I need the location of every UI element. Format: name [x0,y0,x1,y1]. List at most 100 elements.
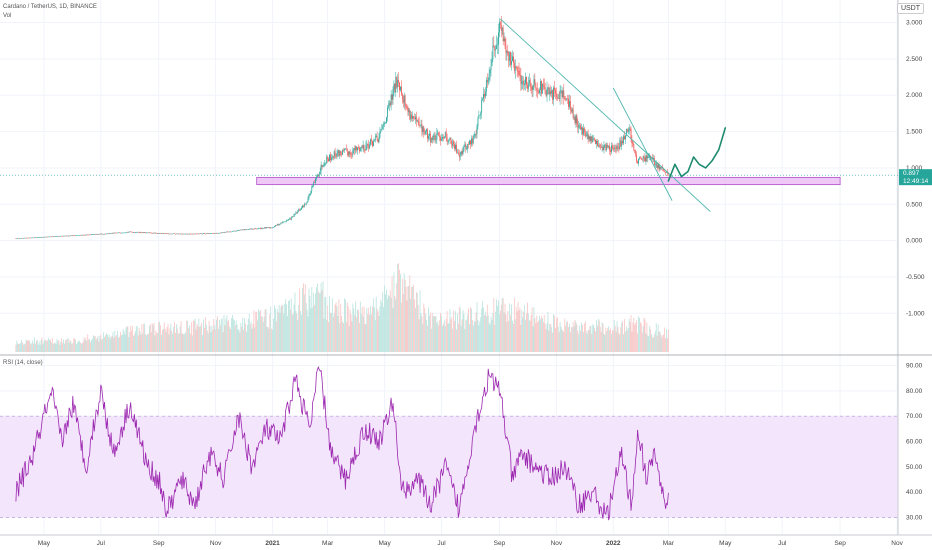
candle-body [226,231,228,233]
price-badge [899,169,932,186]
candle-body [161,233,162,234]
trendlines[interactable] [500,18,727,212]
trendline[interactable] [612,87,673,201]
volume-bar [41,337,43,352]
volume-bar [356,317,357,352]
volume-bar [90,342,91,352]
candle-body [623,136,624,144]
projection-path[interactable] [667,127,727,182]
candle-body [537,89,539,92]
volume-bar [372,298,374,352]
candle-body [256,228,258,230]
volume-bar [376,308,378,352]
volume-bar [55,344,57,352]
candle-body [189,233,190,235]
candle-body [246,229,248,231]
volume-bar [268,328,270,352]
volume-bar [585,331,587,352]
candle-body [533,79,535,86]
volume-bar [480,317,482,352]
candle-body [47,236,49,238]
volume-bar [564,318,566,352]
candle-body [372,140,373,147]
candle-body [406,106,408,108]
candle-body [464,144,466,147]
volume-bar [263,316,265,352]
candle-body [558,97,560,99]
candle-body [124,232,126,234]
candle-body [420,124,422,126]
candle-body [471,138,472,145]
candle-body [330,157,332,161]
volume-bar [133,335,134,352]
candle-body [23,237,25,239]
volume-bar [469,324,470,352]
candle-body [503,38,505,42]
volume-bar [442,325,443,352]
volume-bar [38,341,40,352]
volume-bar [543,314,545,352]
candle-body [102,233,104,235]
candle-body [441,138,442,141]
candle-body [343,150,344,151]
candle-body [267,227,269,228]
volume-bar [491,320,493,352]
candle-body [244,229,245,230]
candle-body [130,231,132,233]
candle-body [416,120,418,122]
volume-bar [421,316,423,352]
volume-bar [29,341,31,352]
candle-body [434,135,436,140]
candle-body [114,232,116,234]
volume-bar [648,336,650,352]
candle-body [594,138,596,140]
volume-bar [246,324,248,352]
volume-bar [428,307,429,352]
candle-body [276,224,278,226]
candle-body [534,79,536,83]
currency-button[interactable]: USDT [896,3,924,14]
candle-body [477,118,479,127]
candle-body [275,225,277,226]
volume-bar [516,311,518,352]
candle-body [220,232,222,234]
candle-body [351,154,353,155]
candle-body [389,103,391,106]
candle-body [91,234,92,236]
candle-body [395,76,397,93]
x-tick-label: Nov [210,540,222,547]
candle-body [199,233,201,235]
trendline[interactable] [500,18,711,212]
candle-body [531,86,533,90]
candle-body [385,122,386,124]
volume-bar [476,302,478,352]
candle-body [324,163,326,164]
volume-bar [504,303,506,352]
candle-body [247,229,249,230]
candle-body [129,231,131,233]
volume-bar [607,328,609,352]
support-zone[interactable] [256,176,841,186]
x-tick-label: Jul [778,540,787,547]
volume-bar [417,305,419,352]
volume-bar [541,317,543,352]
candle-body [206,233,208,234]
candle-body [178,233,180,235]
candle-body [393,83,395,90]
candle-body [156,233,158,234]
volume-bar [478,325,480,352]
volume-bar [312,307,314,352]
volume-bar [393,272,395,352]
volume-bar [520,324,522,352]
volume-bar [54,342,56,352]
volume-bar [495,311,497,352]
candle-body [363,145,365,150]
volume-bar [228,319,230,352]
candle-body [288,218,290,220]
volume-bar [440,312,441,352]
volume-bar [113,337,115,352]
volume-bar [234,325,236,352]
candle-body [341,154,343,156]
candle-body [118,232,119,234]
